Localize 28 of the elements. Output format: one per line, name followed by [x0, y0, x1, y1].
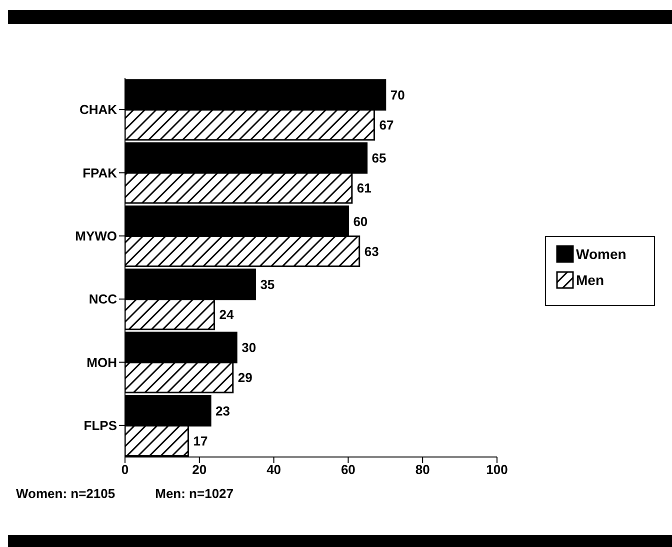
data-label: 24 [219, 307, 235, 322]
data-label: 35 [260, 277, 275, 292]
legend-label: Women [576, 246, 626, 262]
data-label: 23 [216, 403, 230, 418]
data-label: 30 [242, 340, 256, 356]
data-label: 65 [372, 150, 386, 166]
data-label: 63 [364, 244, 379, 259]
x-tick-label: 100 [486, 462, 508, 478]
data-label: 70 [390, 88, 405, 103]
data-label: 17 [193, 433, 208, 448]
y-tick-label: MYWO [75, 228, 117, 244]
text: Men: n=1027 [155, 486, 234, 501]
text: Women: n=2105 [16, 486, 116, 501]
x-tick-label: 40 [266, 462, 282, 478]
y-tick-label: FLPS [84, 418, 118, 434]
y-tick-label: MOH [86, 354, 117, 370]
x-tick-label: 80 [415, 462, 430, 478]
data-label: 67 [379, 118, 394, 133]
data-label: 61 [356, 180, 372, 196]
data-label: 29 [238, 370, 252, 386]
x-tick-label: 20 [192, 462, 207, 478]
x-tick-label: 60 [340, 462, 356, 478]
y-tick-label: FPAK [82, 165, 118, 180]
y-tick-label: CHAK [79, 102, 118, 118]
legend-label: Men [576, 272, 604, 288]
x-tick-label: 0 [121, 462, 129, 478]
y-tick-label: NCC [88, 292, 118, 307]
data-label: 60 [353, 214, 368, 229]
